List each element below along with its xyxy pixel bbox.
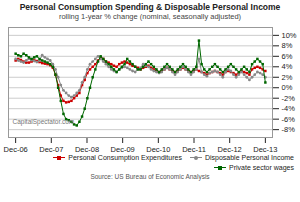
svg-text:-6%: -6% xyxy=(282,115,296,124)
svg-text:Dec-13: Dec-13 xyxy=(253,145,277,153)
svg-text:0%: 0% xyxy=(282,83,293,92)
svg-text:Dec-10: Dec-10 xyxy=(146,145,170,153)
svg-text:Dec-07: Dec-07 xyxy=(39,145,63,153)
svg-text:6%: 6% xyxy=(282,52,293,61)
html-text:Source: US Bureau of Economic: Source: US Bureau of Economic Analysis xyxy=(90,173,210,180)
svg-text:10%: 10% xyxy=(282,31,297,40)
html-text:Personal Consumption Spending: Personal Consumption Spending & Disposab… xyxy=(19,2,281,12)
svg-text:Dec-11: Dec-11 xyxy=(182,145,206,153)
html-text:rolling 1-year % change (nomin: rolling 1-year % change (nominal, season… xyxy=(58,12,242,21)
svg-text:8%: 8% xyxy=(282,41,293,50)
svg-text:2%: 2% xyxy=(282,73,293,82)
svg-text:-8%: -8% xyxy=(282,125,296,134)
html-text:Disposable Personal Income: Disposable Personal Income xyxy=(204,154,294,161)
svg-text:Dec-09: Dec-09 xyxy=(111,145,135,153)
svg-text:Dec-06: Dec-06 xyxy=(4,145,28,153)
svg-text:-2%: -2% xyxy=(282,94,296,103)
html-text:Personal Consumption Expenditu: Personal Consumption Expenditures xyxy=(68,154,182,161)
svg-text:-4%: -4% xyxy=(282,104,296,113)
svg-text:4%: 4% xyxy=(282,62,293,71)
svg-text:Dec-08: Dec-08 xyxy=(75,145,99,153)
html-text:Private sector wages: Private sector wages xyxy=(229,164,294,171)
svg-text:CapitalSpectator.com: CapitalSpectator.com xyxy=(13,118,75,126)
svg-text:Dec-12: Dec-12 xyxy=(218,145,242,153)
